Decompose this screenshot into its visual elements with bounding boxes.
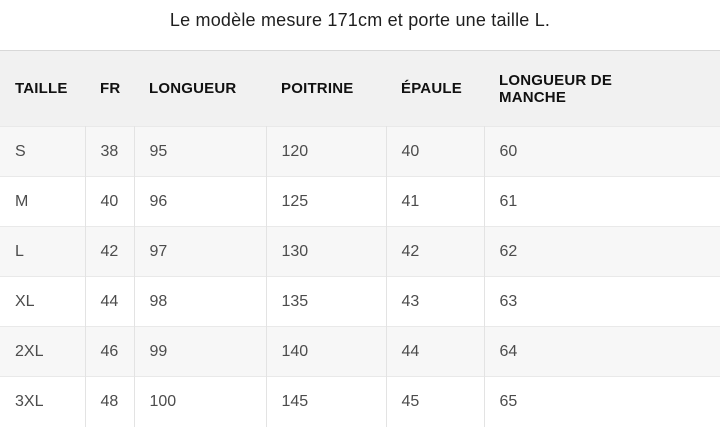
cell-longueur: 95 — [134, 126, 267, 177]
cell-size: 3XL — [0, 376, 86, 427]
table-header-row: TAILLE FR LONGUEUR POITRINE ÉPAULE LONGU… — [0, 50, 720, 127]
cell-size: XL — [0, 276, 86, 327]
cell-poitrine: 135 — [266, 276, 387, 327]
cell-poitrine: 130 — [266, 226, 387, 277]
column-header-longueur-de-manche: LONGUEUR DE MANCHE — [484, 50, 720, 127]
column-header-longueur: LONGUEUR — [134, 50, 266, 127]
cell-size: S — [0, 126, 86, 177]
table-row-l: L 42 97 130 42 62 — [0, 226, 720, 277]
cell-fr: 40 — [85, 176, 135, 227]
cell-poitrine: 145 — [266, 376, 387, 427]
column-header-taille: TAILLE — [0, 50, 85, 127]
cell-manche: 63 — [484, 276, 720, 327]
cell-epaule: 42 — [386, 226, 485, 277]
column-header-epaule: ÉPAULE — [386, 50, 484, 127]
cell-manche: 60 — [484, 126, 720, 177]
cell-fr: 38 — [85, 126, 135, 177]
cell-fr: 42 — [85, 226, 135, 277]
cell-epaule: 45 — [386, 376, 485, 427]
cell-manche: 64 — [484, 326, 720, 377]
table-row-s: S 38 95 120 40 60 — [0, 126, 720, 177]
cell-fr: 44 — [85, 276, 135, 327]
cell-longueur: 100 — [134, 376, 267, 427]
cell-poitrine: 140 — [266, 326, 387, 377]
model-size-note: Le modèle mesure 171cm et porte une tail… — [169, 10, 551, 30]
cell-epaule: 40 — [386, 126, 485, 177]
cell-manche: 62 — [484, 226, 720, 277]
table-row-3xl: 3XL 48 100 145 45 65 — [0, 376, 720, 427]
size-chart-table: TAILLE FR LONGUEUR POITRINE ÉPAULE LONGU… — [0, 50, 720, 427]
cell-manche: 61 — [484, 176, 720, 227]
cell-poitrine: 125 — [266, 176, 387, 227]
cell-poitrine: 120 — [266, 126, 387, 177]
table-row-m: M 40 96 125 41 61 — [0, 176, 720, 227]
cell-longueur: 97 — [134, 226, 267, 277]
cell-fr: 46 — [85, 326, 135, 377]
cell-size: 2XL — [0, 326, 86, 377]
cell-longueur: 98 — [134, 276, 267, 327]
cell-size: L — [0, 226, 86, 277]
cell-epaule: 43 — [386, 276, 485, 327]
table-row-xl: XL 44 98 135 43 63 — [0, 276, 720, 327]
cell-size: M — [0, 176, 86, 227]
cell-longueur: 99 — [134, 326, 267, 377]
cell-epaule: 44 — [386, 326, 485, 377]
cell-epaule: 41 — [386, 176, 485, 227]
table-row-2xl: 2XL 46 99 140 44 64 — [0, 326, 720, 377]
column-header-poitrine: POITRINE — [266, 50, 386, 127]
cell-longueur: 96 — [134, 176, 267, 227]
column-header-fr: FR — [85, 50, 134, 127]
cell-manche: 65 — [484, 376, 720, 427]
cell-fr: 48 — [85, 376, 135, 427]
